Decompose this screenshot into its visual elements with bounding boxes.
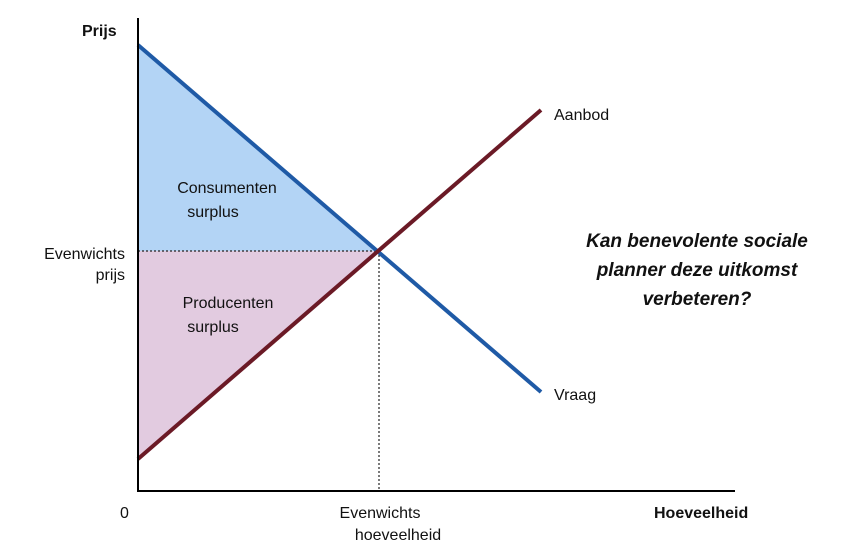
y-axis-label: Prijs	[82, 23, 117, 40]
question-line1: Kan benevolente sociale	[586, 231, 808, 252]
consumer-surplus-label-line2: surplus	[187, 204, 239, 221]
producer-surplus-label-line2: surplus	[187, 319, 239, 336]
question-line3: verbeteren?	[643, 289, 752, 310]
equilibrium-quantity-label-line1: Evenwichts	[340, 505, 421, 522]
demand-label: Vraag	[554, 387, 596, 404]
demand-curve	[136, 43, 543, 394]
x-axis-label: Hoeveelheid	[654, 505, 748, 522]
equilibrium-price-label-line1: Evenwichts	[44, 246, 125, 263]
supply-curve	[136, 108, 543, 461]
supply-label: Aanbod	[554, 107, 609, 124]
equilibrium-price-label-line2: prijs	[96, 267, 125, 284]
consumer-surplus-label-line1: Consumenten	[177, 180, 277, 197]
equilibrium-quantity-label-line2: hoeveelheid	[355, 527, 441, 544]
origin-label: 0	[120, 505, 129, 522]
question-line2: planner deze uitkomst	[596, 260, 798, 281]
producer-surplus-label-line1: Producenten	[183, 295, 274, 312]
